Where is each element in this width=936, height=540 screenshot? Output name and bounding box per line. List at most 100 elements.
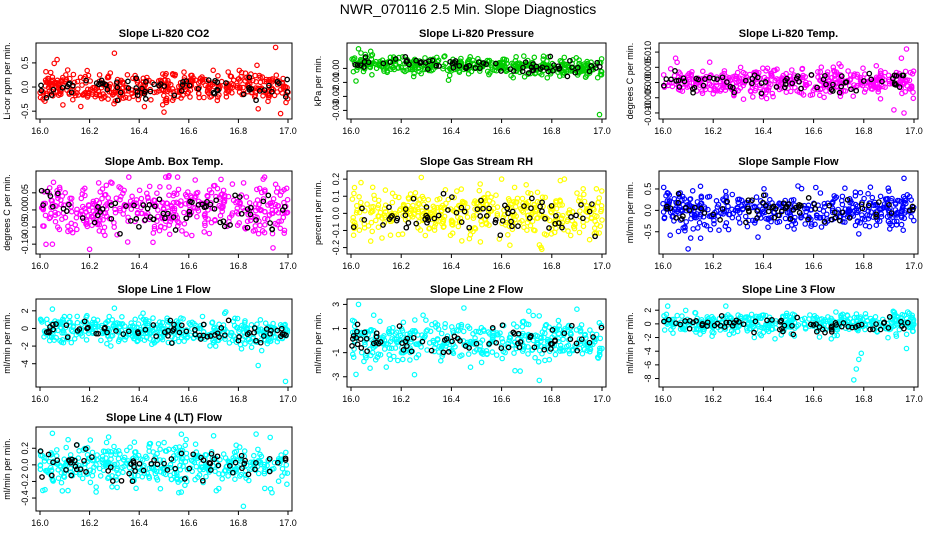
data-point	[368, 326, 375, 333]
reference-point	[673, 215, 679, 221]
data-point	[67, 195, 73, 202]
reference-point	[212, 77, 218, 84]
data-point	[755, 315, 762, 321]
data-point	[524, 219, 531, 226]
data-point	[204, 89, 211, 95]
data-point	[255, 106, 262, 112]
data-point	[87, 479, 94, 486]
data-point	[189, 72, 195, 79]
reference-point	[178, 87, 185, 94]
data-point	[909, 312, 916, 319]
reference-point	[257, 339, 264, 346]
x-tick-label: 16.6	[493, 261, 511, 271]
reference-point	[855, 322, 862, 329]
reference-point	[682, 318, 688, 324]
reference-point	[142, 88, 148, 95]
data-point	[869, 194, 876, 201]
data-point	[58, 201, 64, 208]
reference-point	[183, 328, 190, 335]
y-tick-label: 0.00	[20, 201, 30, 219]
reference-point	[760, 192, 767, 199]
data-point	[875, 84, 882, 90]
reference-point	[214, 86, 220, 93]
data-point	[90, 198, 97, 205]
x-tick-label: 17.0	[905, 261, 923, 271]
data-point	[158, 78, 165, 85]
reference-point	[112, 200, 119, 207]
reference-point	[830, 81, 836, 88]
x-tick-label: 16.2	[81, 518, 99, 528]
reference-point	[758, 90, 765, 97]
reference-point	[877, 326, 884, 333]
data-point	[660, 200, 666, 207]
data-point	[229, 80, 235, 87]
reference-point	[812, 206, 819, 212]
panel-title: Slope Amb. Box Temp.	[105, 156, 224, 168]
data-point	[544, 75, 551, 81]
data-point	[68, 208, 75, 215]
data-point	[85, 92, 92, 99]
data-point	[722, 223, 729, 230]
data-point	[749, 217, 756, 224]
data-point	[594, 74, 601, 81]
data-point	[212, 182, 218, 189]
data-point	[80, 211, 86, 218]
data-point	[54, 77, 61, 84]
reference-point	[793, 75, 800, 82]
reference-point	[551, 62, 557, 68]
reference-point	[179, 82, 186, 88]
data-point	[274, 221, 280, 228]
reference-point	[221, 223, 228, 230]
data-point	[873, 74, 880, 81]
data-point	[857, 74, 864, 81]
data-point	[829, 205, 836, 212]
data-point	[672, 205, 679, 211]
data-point	[685, 246, 691, 252]
data-point	[257, 222, 263, 229]
reference-series-black	[38, 187, 288, 237]
data-point	[174, 191, 180, 198]
data-point	[808, 223, 814, 230]
reference-point	[246, 74, 253, 81]
reference-point	[832, 320, 839, 326]
reference-point	[279, 207, 286, 213]
data-point	[133, 485, 139, 492]
data-point	[253, 186, 260, 193]
reference-point	[492, 219, 499, 226]
data-point	[349, 196, 356, 202]
data-point	[559, 347, 566, 354]
data-point	[271, 92, 278, 99]
reference-point	[458, 219, 465, 225]
data-point	[505, 196, 512, 202]
data-point	[887, 205, 893, 211]
data-point	[381, 212, 388, 219]
data-point	[440, 219, 447, 225]
data-point	[367, 365, 373, 372]
data-point	[130, 75, 136, 82]
x-tick-label: 17.0	[279, 261, 297, 271]
data-point	[280, 214, 287, 221]
reference-point	[548, 202, 555, 209]
reference-point	[104, 86, 111, 93]
data-point	[415, 332, 421, 338]
data-point	[369, 72, 375, 78]
data-point	[765, 224, 771, 231]
reference-point	[592, 233, 598, 240]
data-point	[255, 362, 262, 369]
data-point	[532, 354, 538, 361]
data-point	[225, 69, 232, 75]
reference-point	[246, 86, 253, 93]
x-tick-label: 16.2	[704, 261, 722, 271]
data-point	[438, 330, 445, 337]
data-point	[788, 197, 795, 204]
data-point	[375, 224, 382, 231]
reference-point	[525, 70, 532, 76]
reference-point	[890, 75, 896, 82]
data-point	[279, 188, 285, 195]
data-point	[74, 210, 80, 216]
data-point	[367, 209, 374, 216]
data-point	[523, 182, 530, 188]
data-point	[910, 68, 917, 75]
data-point	[740, 96, 747, 103]
